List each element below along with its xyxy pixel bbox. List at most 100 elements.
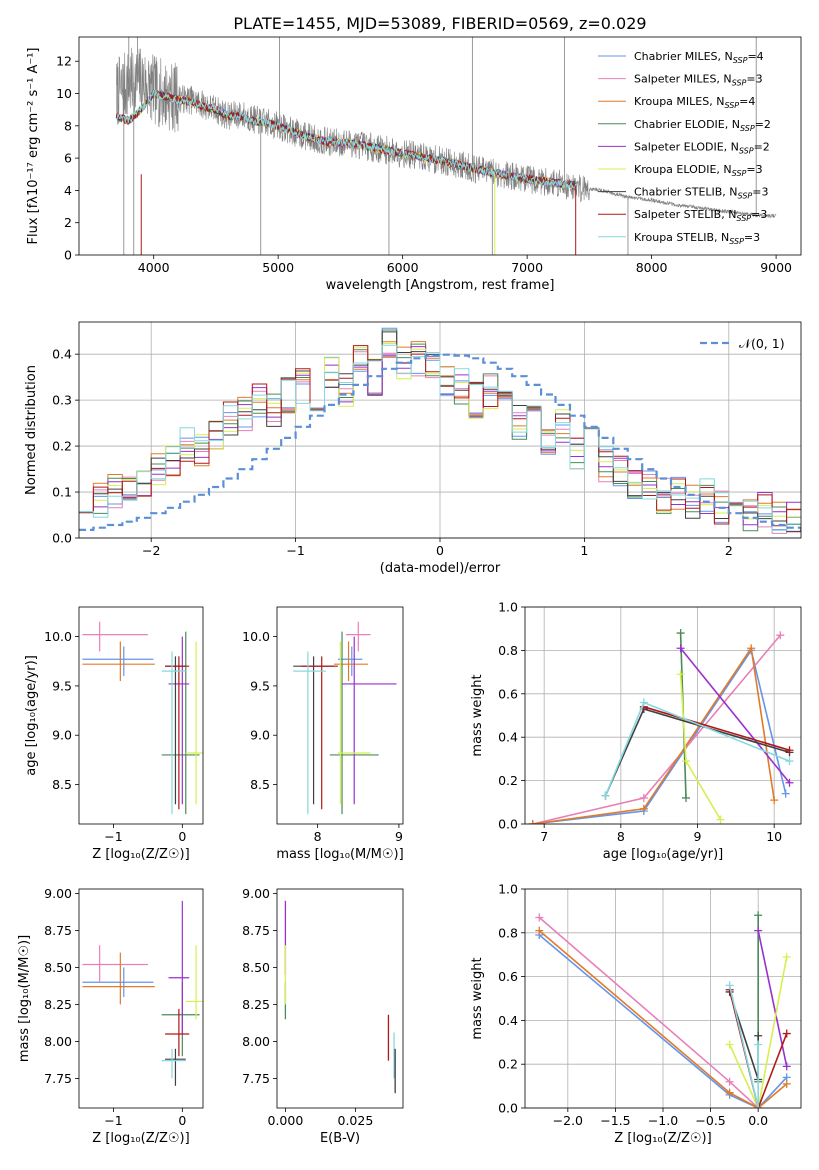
weight-marker — [725, 1077, 734, 1086]
x-tick-label: 0.025 — [338, 1113, 374, 1128]
figure-title: PLATE=1455, MJD=53089, FIBERID=0569, z=0… — [233, 14, 646, 33]
spectrum-legend: Chabrier MILES, NSSP=4 Salpeter MILES, NS… — [598, 50, 771, 246]
weight-marker — [676, 644, 685, 653]
y-tick-label: 0 — [64, 248, 72, 263]
x-tick-label: 9 — [395, 829, 403, 844]
weight-marker — [676, 629, 685, 638]
weight-marker — [782, 1029, 791, 1038]
y-tick-label: 8.00 — [44, 1034, 72, 1049]
y-tick-label: 0.0 — [498, 1101, 518, 1116]
y-axis-label: mass weight — [470, 957, 485, 1039]
weight-marker — [682, 757, 690, 766]
histogram-step — [79, 344, 801, 531]
plots: 4000 5000 6000 7000 8000 9000024681012wavelen… — [17, 36, 802, 1146]
x-tick-label: 1 — [580, 543, 588, 558]
y-tick-label: 4 — [64, 183, 72, 198]
y-tick-label: 12 — [56, 54, 72, 69]
weight-marker — [639, 804, 648, 813]
x-tick-label: 0 — [178, 1113, 186, 1128]
plot-content — [82, 621, 203, 815]
weight-marker — [747, 644, 756, 653]
y-tick-label: 8.75 — [242, 923, 270, 938]
panel-weight_vs_age: 7 8 9 10 0.0 0.2 0.4 0.6 0.8 1.0 age [log₁₀(age/yr… — [470, 600, 802, 862]
panel-weight_vs_z: −2.0 −1.5 −1.0 −0.5 0.0 0.0 0.2 0.4 0.6 0.8 1.0 Z [… — [470, 882, 802, 1146]
y-tick-label: 9.5 — [52, 678, 72, 693]
y-tick-label: 10.0 — [242, 629, 270, 644]
y-tick-label: 10 — [56, 86, 72, 101]
x-axis-label: wavelength [Angstrom, rest frame] — [326, 278, 555, 293]
y-axis-label: age [log₁₀(age/yr)] — [24, 655, 39, 776]
y-axis-label: Flux [fλ10⁻¹⁷ erg cm⁻² s⁻¹ A⁻¹] — [26, 48, 41, 245]
y-tick-label: 9.00 — [242, 886, 270, 901]
axes-frame — [276, 606, 404, 825]
x-tick-label: 7000 — [511, 260, 543, 275]
y-tick-label: 0.4 — [498, 730, 518, 745]
weight-marker — [781, 789, 790, 798]
axes-frame — [524, 606, 802, 825]
legend-label: Salpeter MILES, NSSP=3 — [634, 73, 763, 88]
x-axis-label: age [log₁₀(age/yr)] — [603, 847, 724, 862]
y-tick-label: 8.50 — [44, 960, 72, 975]
y-tick-label: 0.3 — [52, 393, 72, 408]
weight-marker — [782, 952, 791, 961]
legend-label: Chabrier STELIB, NSSP=3 — [634, 186, 768, 201]
y-tick-label: 0.0 — [52, 531, 72, 546]
x-tick-label: 4000 — [138, 260, 170, 275]
residual-legend: 𝒩(0, 1) — [700, 336, 785, 351]
weight-line — [538, 929, 788, 1108]
weight-line — [532, 646, 775, 824]
y-tick-label: 8.00 — [242, 1034, 270, 1049]
y-tick-label: 8.50 — [242, 960, 270, 975]
y-tick-label: 8 — [64, 118, 72, 133]
x-axis-label: Z [log₁₀(Z/Z☉)] — [92, 847, 189, 862]
legend-label: Kroupa MILES, NSSP=4 — [634, 95, 755, 110]
y-tick-label: 8.5 — [250, 777, 270, 792]
y-tick-label: 8.25 — [44, 997, 72, 1012]
x-axis-label: mass [log₁₀(M/M☉)] — [276, 847, 403, 862]
weight-marker — [754, 926, 763, 935]
weight-marker — [754, 1104, 763, 1108]
weight-marker — [785, 757, 794, 766]
model-line — [115, 89, 577, 190]
x-axis-label: E(B-V) — [320, 1131, 360, 1146]
x-tick-label: −1 — [286, 543, 304, 558]
weight-marker — [725, 1040, 734, 1049]
panel-age_vs_mass: 8 9 8.5 9.0 9.5 10.0 mass [log₁₀(M/M☉)] — [242, 606, 404, 862]
y-tick-label: 9.5 — [250, 678, 270, 693]
x-tick-label: 7 — [540, 829, 548, 844]
y-tick-label: 1.0 — [498, 600, 518, 615]
y-tick-label: 2 — [64, 215, 72, 230]
y-axis-label: mass [log₁₀(M/M☉)] — [17, 935, 32, 1062]
weight-marker — [639, 793, 648, 802]
panel-residuals: −2 −1 0 1 2 0.0 0.1 0.2 0.3 0.4 (data-model)/error… — [24, 321, 802, 576]
weight-marker — [754, 1040, 763, 1049]
x-tick-label: 0.0 — [748, 1113, 768, 1128]
x-tick-label: −2 — [142, 543, 160, 558]
weight-marker — [601, 791, 610, 800]
normal-curve — [79, 353, 801, 531]
plot-area — [79, 37, 801, 255]
y-axis-label: Normed distribution — [24, 365, 39, 495]
spectrum-data-line — [116, 47, 777, 219]
x-axis-label: Z [log₁₀(Z/Z☉)] — [614, 1131, 711, 1146]
y-axis-label: mass weight — [470, 674, 485, 756]
plot-content — [293, 621, 397, 815]
weight-marker — [782, 1062, 791, 1071]
y-tick-label: 0.2 — [52, 439, 72, 454]
legend-label: Kroupa ELODIE, NSSP=3 — [634, 163, 763, 178]
x-tick-label: 0 — [178, 829, 186, 844]
weight-marker — [754, 911, 763, 920]
y-tick-label: 0.8 — [498, 925, 518, 940]
plot-content — [284, 900, 396, 1094]
legend-label: Chabrier MILES, NSSP=4 — [634, 50, 764, 65]
plot-area — [79, 889, 203, 1108]
y-tick-label: 9.0 — [52, 728, 72, 743]
x-tick-label: 0.000 — [268, 1113, 304, 1128]
x-tick-label: 8000 — [636, 260, 668, 275]
x-tick-label: 9 — [694, 829, 702, 844]
plot-content — [115, 37, 777, 255]
legend-label: Salpeter ELODIE, NSSP=2 — [634, 140, 770, 155]
x-tick-label: −1.5 — [600, 1113, 630, 1128]
panel-mass_vs_ebv: 0.000 0.025 7.75 8.00 8.25 8.50 8.75 9.00 E(B-V) — [242, 886, 404, 1146]
